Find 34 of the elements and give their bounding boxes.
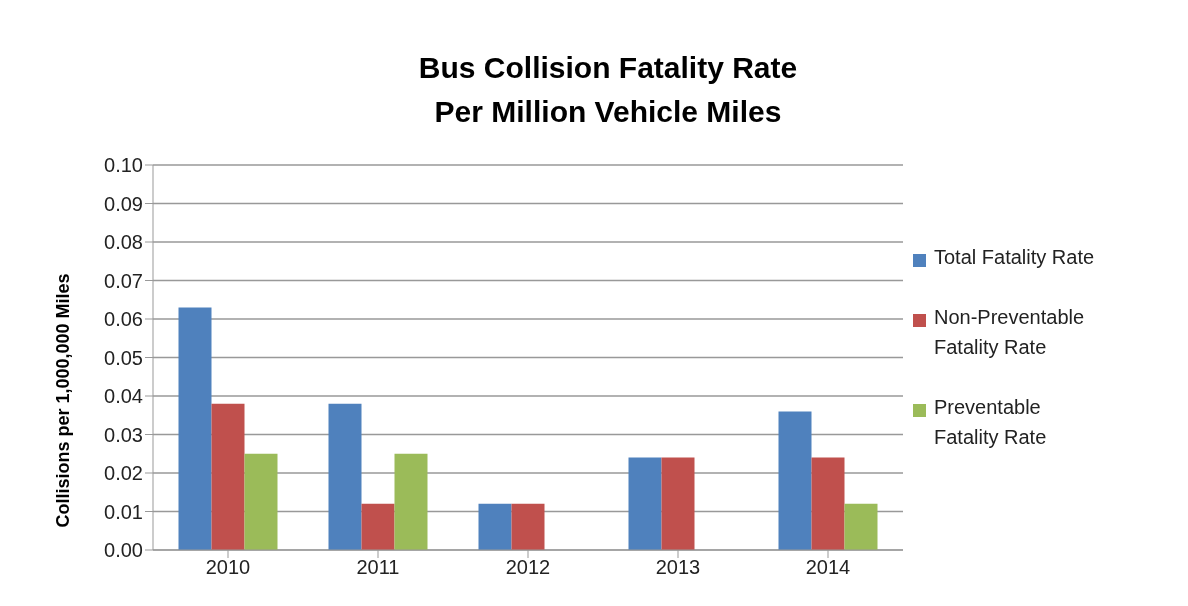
y-tick-label: 0.07 bbox=[104, 269, 143, 292]
bar bbox=[661, 457, 695, 550]
bar bbox=[178, 307, 212, 550]
y-tick-label: 0.03 bbox=[104, 423, 143, 446]
x-tick-label: 2012 bbox=[505, 556, 551, 579]
bar bbox=[511, 503, 545, 550]
bar bbox=[811, 457, 845, 550]
bar bbox=[778, 411, 812, 550]
bar bbox=[844, 503, 878, 550]
bar bbox=[211, 403, 245, 550]
y-tick-label: 0.08 bbox=[104, 231, 143, 254]
chart-title: Bus Collision Fatality Rate Per Million Vehicle Miles bbox=[417, 50, 799, 130]
x-tick-label: 2013 bbox=[655, 556, 701, 579]
bar bbox=[328, 403, 362, 550]
y-tick-label: 0.02 bbox=[104, 462, 143, 485]
y-tick-label: 0.09 bbox=[104, 192, 143, 215]
bar bbox=[478, 503, 512, 550]
x-tick-label: 2011 bbox=[356, 556, 400, 579]
y-tick-label: 0.00 bbox=[104, 539, 143, 562]
x-tick-label: 2010 bbox=[205, 556, 251, 579]
bar bbox=[628, 457, 662, 550]
y-tick-label: 0.10 bbox=[104, 154, 143, 177]
y-tick-label: 0.01 bbox=[104, 500, 143, 523]
legend-label: Non-Preventable Fatality Rate bbox=[934, 305, 1086, 360]
bar bbox=[361, 503, 395, 550]
y-tick-label: 0.05 bbox=[104, 346, 143, 369]
x-tick-label: 2014 bbox=[805, 556, 851, 579]
bar bbox=[394, 453, 428, 550]
legend-label: Total Fatality Rate bbox=[934, 245, 1096, 270]
bar bbox=[244, 453, 278, 550]
y-tick-label: 0.06 bbox=[104, 308, 143, 331]
y-tick-label: 0.04 bbox=[104, 385, 143, 408]
y-axis-title: Collisions per 1,000,000 Miles bbox=[53, 273, 74, 528]
legend-label: Preventable Fatality Rate bbox=[934, 395, 1048, 450]
